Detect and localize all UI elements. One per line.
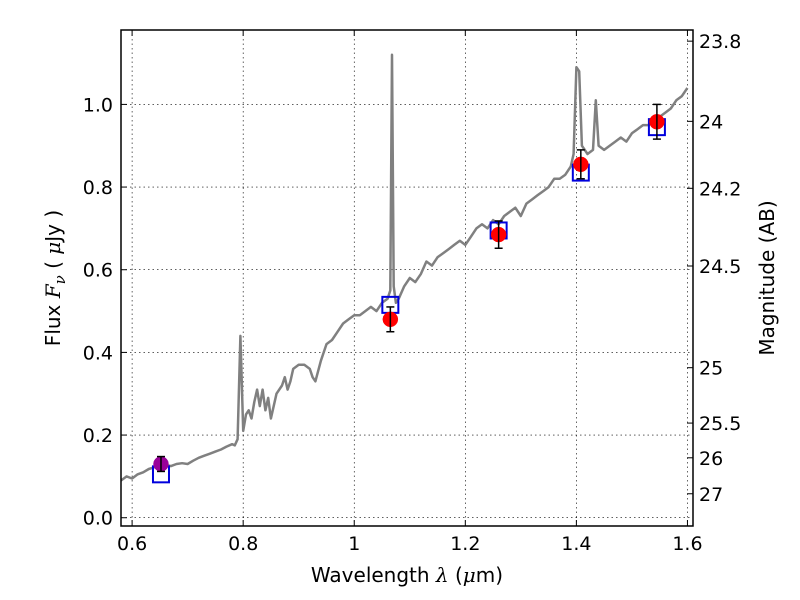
x-tick-label: 0.6 bbox=[117, 533, 147, 555]
y2-tick-label: 24.5 bbox=[699, 256, 741, 278]
y2-tick-label: 25.5 bbox=[699, 413, 741, 435]
ticks-layer: 0.6 0.8 1 1.2 1.4 1.6 0.0 0.2 0.4 0.6 0.8 1.0 23.8 24… bbox=[83, 30, 741, 555]
plot-clip-layer bbox=[121, 53, 689, 484]
y-tick-label: 0.2 bbox=[83, 425, 113, 447]
x-tick-label: 1.6 bbox=[672, 533, 702, 555]
x-axis-label-symbol: λ bbox=[435, 563, 449, 587]
y-axis-label-close: Jy ) bbox=[41, 210, 65, 244]
y-tick-label: 0.4 bbox=[83, 342, 113, 364]
y-axis-label-open: ( bbox=[41, 255, 65, 276]
y-axis-label-subscript: ν bbox=[51, 275, 69, 284]
y2-tick-label: 23.8 bbox=[699, 31, 741, 53]
x-axis-label-close: m) bbox=[476, 563, 503, 587]
x-tick-label: 1.2 bbox=[450, 533, 480, 555]
y2-tick-label: 24.2 bbox=[699, 178, 741, 200]
y-axis-label-mu: μ bbox=[41, 242, 65, 255]
y2-tick-label: 24 bbox=[699, 111, 723, 133]
grid-layer bbox=[121, 30, 693, 526]
y-axis-label-prefix: Flux bbox=[41, 298, 65, 346]
model-spectrum-line bbox=[121, 53, 689, 482]
y2-axis-label: Magnitude (AB) bbox=[755, 200, 779, 355]
y-axis-label-symbol: F bbox=[41, 283, 65, 299]
y2-tick-label: 27 bbox=[699, 484, 723, 506]
x-axis-label-open: ( bbox=[449, 563, 463, 587]
y-tick-label: 0.8 bbox=[83, 177, 113, 199]
y-tick-label: 0.0 bbox=[83, 508, 113, 530]
y2-tick-label: 25 bbox=[699, 358, 723, 380]
x-axis-label: Wavelength λ (μm) bbox=[311, 563, 503, 587]
y-tick-label: 1.0 bbox=[83, 94, 113, 116]
x-tick-label: 0.8 bbox=[228, 533, 258, 555]
x-tick-label: 1.4 bbox=[561, 533, 591, 555]
x-tick-label: 1 bbox=[348, 533, 360, 555]
y2-tick-label: 26 bbox=[699, 448, 723, 470]
y-tick-label: 0.6 bbox=[83, 260, 113, 282]
plot-frame bbox=[120, 29, 694, 527]
x-axis-label-prefix: Wavelength bbox=[311, 563, 436, 587]
y-axis-label: Flux Fν ( μJy ) bbox=[41, 210, 69, 346]
x-axis-label-mu: μ bbox=[463, 563, 476, 587]
